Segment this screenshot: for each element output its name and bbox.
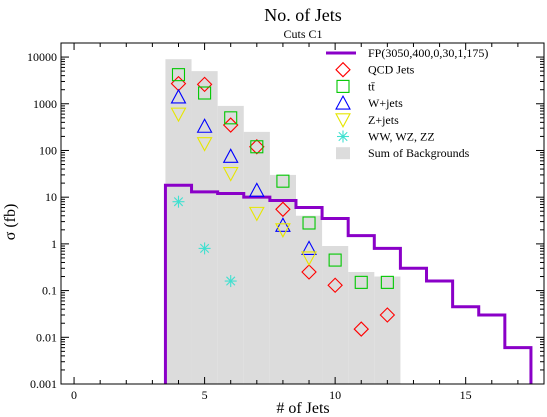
legend-label: Sum of Backgrounds [368,146,470,160]
legend-swatch [337,130,349,143]
axes: 0 5 10 15 0.001 0.01 0.1 1 10 100 1000 10000 [27,43,544,402]
legend-swatch [335,94,351,110]
data-point [301,251,317,267]
y-tick-label: 0.001 [30,377,57,391]
y-tick-label: 10000 [27,50,57,64]
legend-swatch [335,113,351,128]
y-tick-label: 0.01 [36,330,57,344]
legend-label: W+jets [368,96,403,110]
data-point [248,206,265,222]
data-point [170,107,187,123]
data-point [196,76,213,93]
chart-title: No. of Jets [264,5,342,25]
data-point [224,111,238,125]
legend-label: QCD Jets [368,63,415,77]
x-tick-label: 10 [329,388,341,402]
data-point [250,140,264,154]
data-point [274,223,291,238]
legend-entry: FP(3050,400,0,30,1,175) [326,46,488,60]
data-point [301,240,317,255]
plot-area: 0 5 10 15 0.001 0.01 0.1 1 10 100 1000 10000 [27,43,544,402]
data-point [172,195,185,208]
background-bar [322,246,349,384]
data-point [328,253,342,267]
data-point [327,277,343,294]
legend: FP(3050,400,0,30,1,175) QCD Jets tt̄ W+jets… [326,46,488,160]
legend-swatch [336,79,350,93]
data-point [171,68,186,82]
data-point [354,275,368,289]
background-bar [243,131,270,384]
data-point [353,321,370,337]
x-tick-label: 5 [202,388,208,402]
data-point [196,118,213,133]
signal-step-line [163,183,533,384]
data-point [196,137,213,152]
x-axis-label: # of Jets [276,400,329,417]
data-point [170,88,187,104]
y-tick-label: 0.1 [42,284,57,298]
legend-swatch [335,61,351,78]
data-point [379,307,396,323]
x-tick-label: 15 [460,388,472,402]
data-point [198,86,212,100]
legend-label: WW, WZ, ZZ [368,130,435,144]
y-tick-label: 100 [39,143,57,157]
plot-frame [60,42,545,385]
background-bar [295,215,323,384]
y-tick-label: 1 [51,237,57,251]
background-bar [348,272,375,384]
legend-entry: W+jets [335,94,403,110]
legend-entry: Sum of Backgrounds [336,146,470,160]
legend-entry: QCD Jets [335,61,415,78]
legend-label: tt̄ [368,79,375,93]
data-point [275,201,291,218]
background-bar [269,174,296,384]
data-point [224,275,237,288]
legend-label: Z+jets [368,113,399,127]
y-tick-label: 1000 [33,97,57,111]
data-point [302,216,316,230]
background-bar [165,59,192,384]
chart-subtitle: Cuts C1 [283,27,322,41]
y-tick-label: 10 [45,190,57,204]
data-point [222,117,239,133]
legend-entry: tt̄ [336,79,375,93]
data-point [248,182,265,197]
data-point [301,264,317,280]
data-point [198,242,211,255]
x-tick-label: 0 [71,388,77,402]
background-bar [374,276,401,384]
legend-swatch [336,147,350,160]
legend-entry: WW, WZ, ZZ [337,130,435,144]
data-point [274,217,291,232]
data-point [380,275,394,289]
plot-content [163,59,533,384]
background-bar [217,105,244,384]
background-bar [191,71,218,384]
y-axis-label: σ (fb) [2,204,19,241]
legend-entry: Z+jets [335,113,399,128]
legend-label: FP(3050,400,0,30,1,175) [368,46,488,60]
data-point [276,174,290,188]
data-point [249,138,265,155]
data-point [222,148,239,163]
data-point [222,167,239,182]
